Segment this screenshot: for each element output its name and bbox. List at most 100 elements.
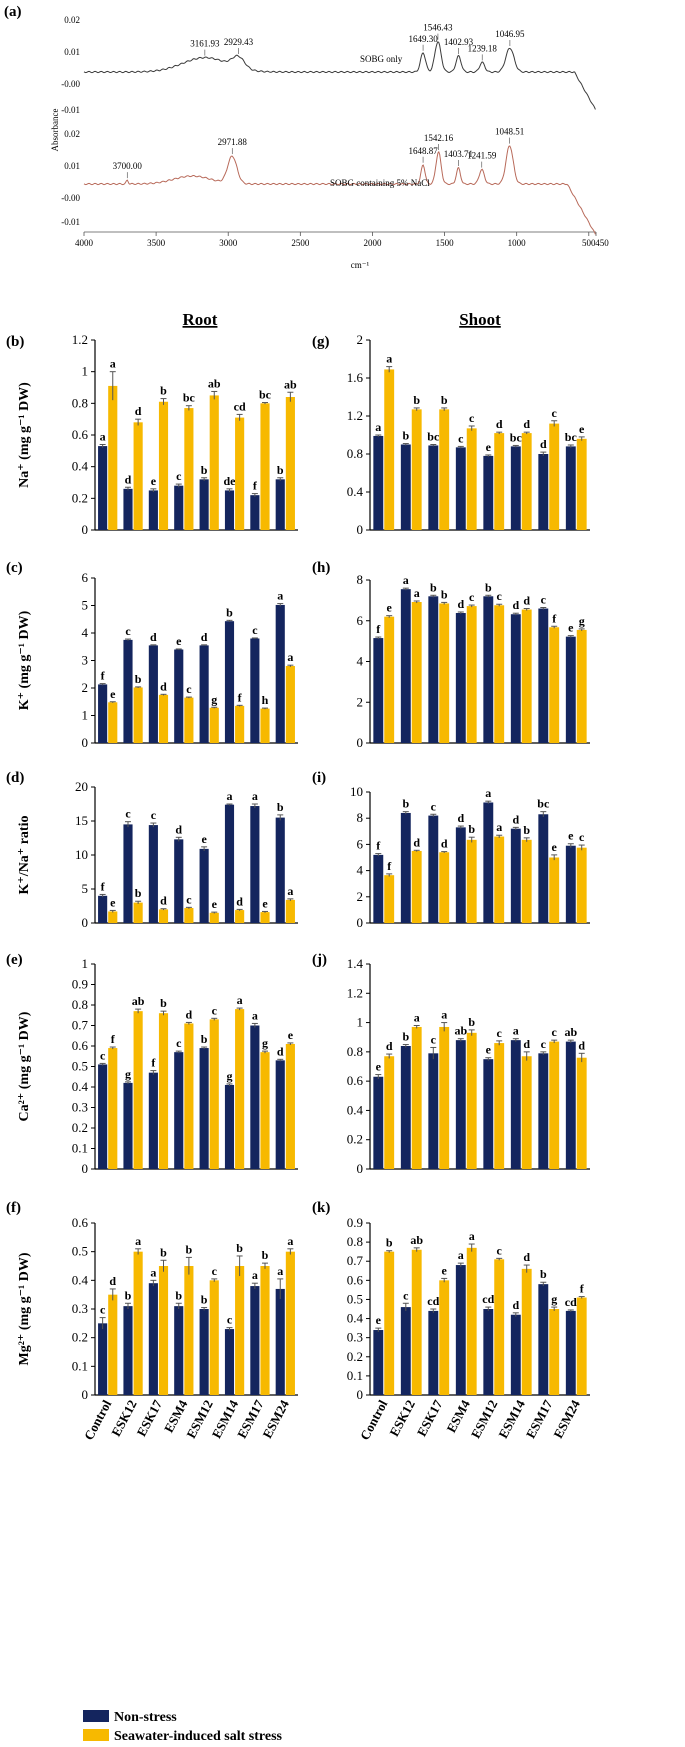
significance-letter: a bbox=[458, 1248, 464, 1262]
legend-swatch-non-stress bbox=[83, 1710, 109, 1722]
significance-letter: a bbox=[414, 586, 420, 600]
significance-letter: e bbox=[262, 896, 268, 910]
bar-non-stress bbox=[400, 444, 411, 530]
significance-letter: g bbox=[579, 614, 585, 628]
y-tick-label: 4 bbox=[357, 863, 364, 878]
y-tick-label: 0.6 bbox=[347, 1073, 364, 1088]
significance-letter: c bbox=[541, 1037, 547, 1051]
bar-non-stress bbox=[250, 806, 260, 923]
bar-non-stress bbox=[98, 446, 108, 530]
significance-letter: d bbox=[186, 1007, 193, 1021]
bar-salt-stress bbox=[384, 1251, 395, 1395]
bar-non-stress bbox=[455, 613, 466, 743]
significance-letter: e bbox=[486, 1043, 492, 1057]
significance-letter: c bbox=[552, 1025, 558, 1039]
significance-letter: c bbox=[186, 892, 192, 906]
y-tick-label: 0 bbox=[82, 1161, 89, 1176]
legend: Non-stress Seawater-induced salt stress bbox=[83, 1710, 283, 1744]
bar-non-stress bbox=[428, 445, 439, 530]
bar-non-stress bbox=[373, 854, 384, 923]
y-tick-label: 0.2 bbox=[347, 1132, 363, 1147]
y-tick-label: 6 bbox=[357, 836, 364, 851]
bar-non-stress bbox=[483, 1059, 494, 1169]
bar-non-stress bbox=[400, 1307, 411, 1395]
significance-letter: b bbox=[160, 996, 167, 1010]
bar-non-stress bbox=[538, 1284, 549, 1395]
ftir-top-spectrum bbox=[83, 41, 596, 110]
ftir-bottom-ytick: 0.02 bbox=[64, 129, 80, 139]
bar-salt-stress bbox=[209, 395, 219, 530]
bar-salt-stress bbox=[285, 1043, 295, 1169]
y-axis-title: K⁺/Na⁺ ratio bbox=[17, 816, 32, 895]
significance-letter: a bbox=[277, 1264, 283, 1278]
bar-salt-stress bbox=[384, 369, 395, 530]
significance-letter: f bbox=[580, 1282, 585, 1296]
y-axis-title: Na⁺ (mg g⁻¹ DW) bbox=[17, 382, 32, 488]
y-tick-label: 2 bbox=[357, 694, 364, 709]
bar-salt-stress bbox=[521, 839, 532, 923]
bar-non-stress bbox=[455, 1265, 466, 1395]
panel-label-f: (f) bbox=[6, 1200, 21, 1216]
significance-letter: de bbox=[223, 474, 236, 488]
significance-letter: f bbox=[101, 879, 106, 893]
bar-salt-stress bbox=[411, 409, 422, 530]
bar-non-stress bbox=[400, 812, 411, 923]
significance-letter: a bbox=[100, 430, 106, 444]
y-tick-label: 6 bbox=[82, 570, 89, 585]
ftir-bottom-series-name: SOBG containing 5% NaCl bbox=[330, 178, 430, 188]
bar-salt-stress bbox=[549, 1041, 560, 1169]
bar-non-stress bbox=[455, 827, 466, 923]
y-tick-label: 1 bbox=[82, 956, 89, 971]
ftir-bottom-peak-label: 1403.71 bbox=[444, 149, 473, 159]
panel-label-h: (h) bbox=[312, 560, 330, 576]
significance-letter: a bbox=[386, 352, 392, 366]
y-tick-label: 2 bbox=[357, 889, 364, 904]
significance-letter: d bbox=[578, 1038, 585, 1052]
ftir-xtick-label: 3500 bbox=[147, 238, 166, 248]
bar-non-stress bbox=[148, 1072, 158, 1169]
panel-label-c: (c) bbox=[6, 560, 23, 576]
bar-salt-stress bbox=[549, 1309, 560, 1395]
chart-panel-b: (b)00.20.40.60.811.2Na⁺ (mg g⁻¹ DW) ad e c b… bbox=[6, 332, 298, 537]
significance-letter: d bbox=[160, 679, 167, 693]
significance-letter: bc bbox=[259, 388, 272, 402]
bar-non-stress bbox=[510, 1040, 521, 1169]
bar-salt-stress bbox=[108, 702, 118, 743]
y-tick-label: 0 bbox=[357, 522, 364, 537]
significance-letter: e bbox=[376, 1060, 382, 1074]
significance-letter: a bbox=[252, 1008, 258, 1022]
bar-non-stress bbox=[123, 488, 133, 530]
ftir-xtick-label: 4000 bbox=[75, 238, 94, 248]
ftir-panel: (a) Absorbance 0.02 0.01 -0.00 -0.01 0.02 0.0… bbox=[4, 4, 609, 270]
y-tick-label: 0.6 bbox=[72, 427, 89, 442]
significance-letter: cd bbox=[234, 399, 246, 413]
significance-letter: f bbox=[552, 611, 557, 625]
bar-non-stress bbox=[250, 495, 260, 530]
significance-letter: c bbox=[497, 1243, 503, 1257]
category-label: Control bbox=[81, 1397, 115, 1442]
significance-letter: b bbox=[175, 1288, 182, 1302]
ftir-bottom-peak-label: 3700.00 bbox=[113, 161, 143, 171]
significance-letter: a bbox=[441, 1008, 447, 1022]
y-tick-label: 0.4 bbox=[347, 1102, 364, 1117]
significance-letter: c bbox=[227, 1313, 233, 1327]
significance-letter: d bbox=[457, 597, 464, 611]
bar-salt-stress bbox=[494, 1259, 505, 1395]
bar-salt-stress bbox=[439, 852, 450, 923]
y-tick-label: 0 bbox=[82, 915, 89, 930]
bar-non-stress bbox=[510, 828, 521, 923]
bar-salt-stress bbox=[108, 911, 118, 923]
ftir-bottom-spectrum bbox=[83, 145, 596, 235]
significance-letter: e bbox=[176, 634, 182, 648]
bar-non-stress bbox=[565, 1041, 576, 1169]
significance-letter: d bbox=[201, 630, 208, 644]
ftir-ylabel: Absorbance bbox=[50, 109, 60, 152]
bar-salt-stress bbox=[260, 1052, 270, 1169]
significance-letter: bc bbox=[183, 391, 196, 405]
bar-non-stress bbox=[510, 614, 521, 743]
significance-letter: d bbox=[512, 1298, 519, 1312]
bar-non-stress bbox=[148, 490, 158, 530]
bar-salt-stress bbox=[260, 912, 270, 923]
